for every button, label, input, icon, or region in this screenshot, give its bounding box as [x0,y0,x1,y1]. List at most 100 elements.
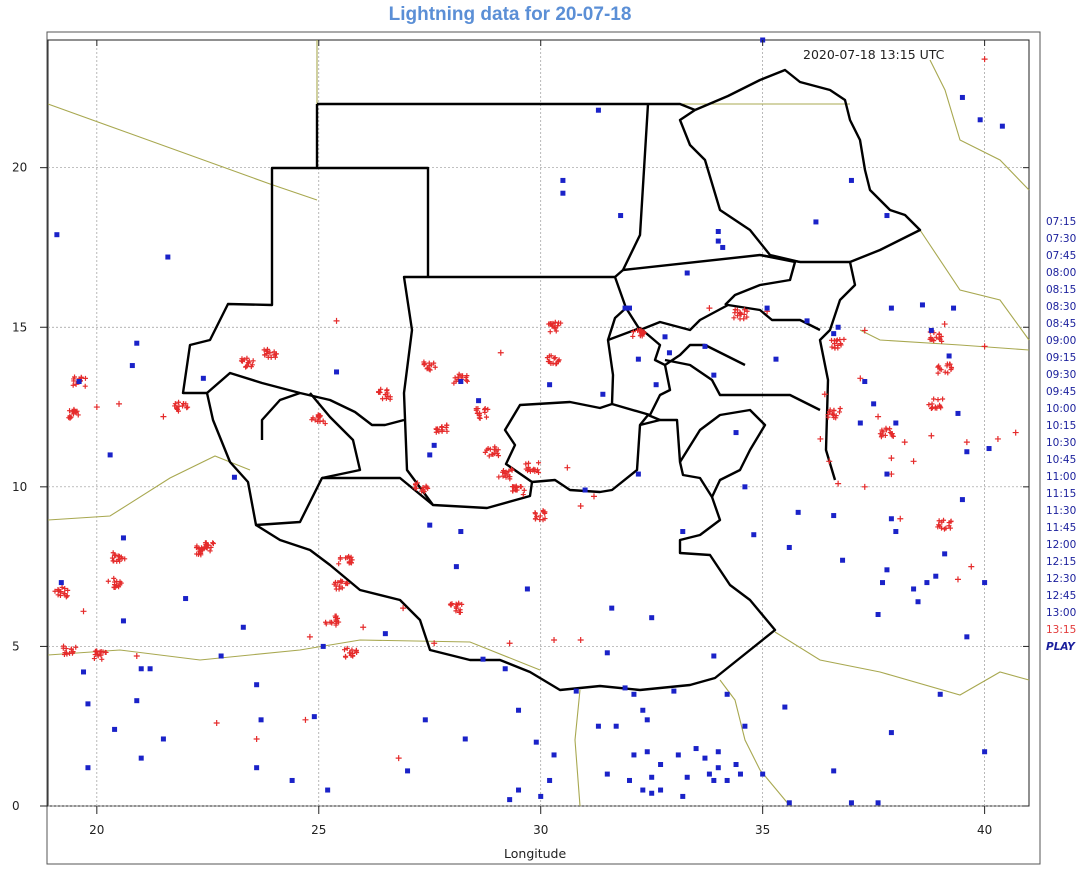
time-step-1115[interactable]: 11:15 [1046,488,1077,500]
strike-cross [248,364,254,370]
time-step-1000[interactable]: 10:00 [1046,403,1077,415]
strike-square [884,213,890,219]
strike-square [942,551,948,557]
time-step-1015[interactable]: 10:15 [1046,420,1077,432]
strike-cross [262,352,268,358]
time-step-1045[interactable]: 10:45 [1046,454,1077,466]
time-step-0830[interactable]: 08:30 [1046,301,1077,313]
strike-cross [532,467,538,473]
time-step-1215[interactable]: 12:15 [1046,556,1077,568]
strike-square [453,564,459,570]
strike-cross [82,375,88,381]
strike-square [635,356,641,362]
strike-cross [431,640,438,647]
strike-cross [935,364,941,370]
time-step-0915[interactable]: 09:15 [1046,352,1077,364]
time-step-0745[interactable]: 07:45 [1046,250,1077,262]
strike-cross [323,619,329,625]
strike-cross [395,755,402,762]
play-button[interactable]: PLAY [1046,641,1075,653]
strike-cross [64,593,70,599]
strike-square [427,452,433,458]
strike-cross [68,414,74,420]
strike-cluster [193,543,213,558]
strike-cross [266,349,273,356]
strike-cross [556,320,562,326]
strike-cross [942,369,948,375]
strike-cross [91,656,97,662]
strike-square [715,238,721,244]
strike-square [986,446,992,452]
strike-cluster [105,575,124,590]
strike-cross [118,554,124,560]
strike-cross [935,370,941,376]
time-step-0715[interactable]: 07:15 [1046,216,1077,228]
time-step-1200[interactable]: 12:00 [1046,539,1077,551]
strike-cross [433,429,439,435]
strike-cross [879,432,885,438]
strike-square [200,375,206,381]
strike-cross [947,361,953,367]
strike-square [653,382,659,388]
strike-cross [65,587,71,593]
strike-cross [835,345,841,351]
strike-square [706,771,712,777]
strike-cross [99,656,105,662]
strike-square [933,573,939,579]
x-axis-ticks: 20 25 30 35 40 [89,40,992,837]
strike-cross [577,637,584,644]
time-step-0930[interactable]: 09:30 [1046,369,1077,381]
strike-cross [160,413,167,420]
strike-square [720,244,726,250]
strike-cross [933,334,939,340]
strike-cross [948,518,954,524]
time-step-1130[interactable]: 11:30 [1046,505,1077,517]
strike-square [560,177,566,183]
strike-square [782,704,788,710]
time-step-0815[interactable]: 08:15 [1046,284,1077,296]
time-step-0845[interactable]: 08:45 [1046,318,1077,330]
strike-cross [937,402,943,408]
strike-square [959,94,965,100]
strike-cross [62,591,68,597]
strike-cross [71,378,77,384]
time-step-0900[interactable]: 09:00 [1046,335,1077,347]
time-step-1030[interactable]: 10:30 [1046,437,1077,449]
strike-cross [172,401,178,407]
time-step-1315[interactable]: 13:15 [1046,624,1077,636]
strike-cross [271,352,277,358]
strike-cross [880,429,886,435]
time-step-1145[interactable]: 11:45 [1046,522,1077,534]
strike-cross [175,408,181,414]
strike-cluster [544,353,562,367]
strike-square [835,324,841,330]
strike-cross [828,337,834,343]
strike-square [880,580,886,586]
time-step-1100[interactable]: 11:00 [1046,471,1077,483]
strike-square [649,615,655,621]
strike-cross [496,474,502,480]
time-step-0730[interactable]: 07:30 [1046,233,1077,245]
time-step-1300[interactable]: 13:00 [1046,607,1077,619]
strike-cross [555,323,561,329]
time-step-0800[interactable]: 08:00 [1046,267,1077,279]
strike-square [85,701,91,707]
strike-cross [207,548,213,554]
strike-cross [830,412,836,418]
strike-square [427,522,433,528]
strike-square [134,698,140,704]
strike-cross [384,388,390,394]
strike-cross [946,523,952,529]
time-step-1245[interactable]: 12:45 [1046,590,1077,602]
strike-cluster [323,613,342,628]
strike-square [640,787,646,793]
time-step-0945[interactable]: 09:45 [1046,386,1077,398]
strike-cluster [66,406,81,421]
x-tick-label: 30 [533,823,548,837]
strike-cross [322,421,328,427]
strike-cross [213,720,220,727]
time-step-1230[interactable]: 12:30 [1046,573,1077,585]
strike-square [982,749,988,755]
strike-square [737,771,743,777]
strike-cross [348,560,354,566]
